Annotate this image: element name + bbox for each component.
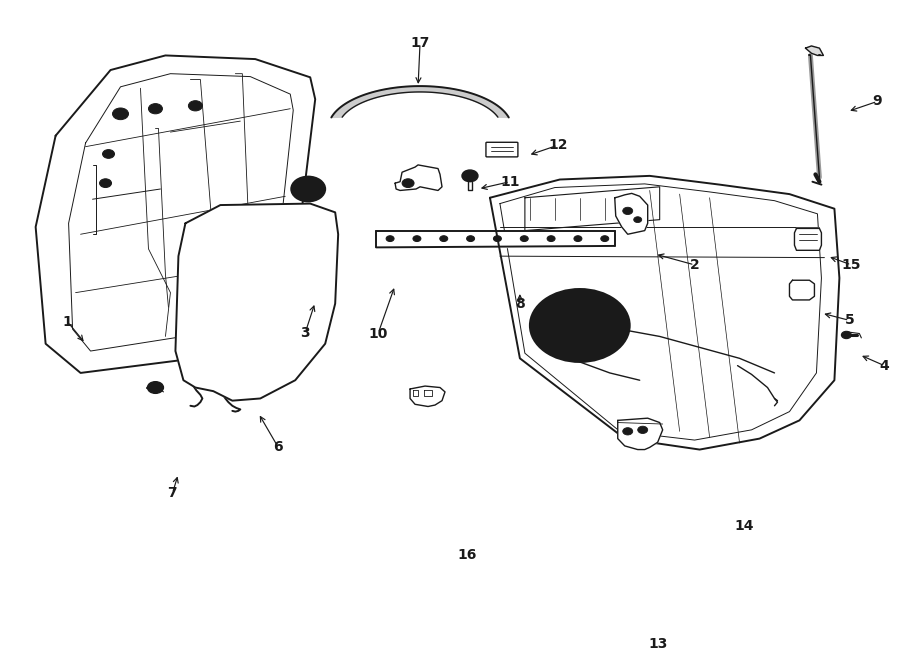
Text: 16: 16	[457, 549, 477, 563]
Circle shape	[493, 236, 501, 241]
Text: 3: 3	[301, 326, 310, 340]
Circle shape	[413, 236, 421, 241]
Circle shape	[565, 315, 595, 336]
Circle shape	[292, 176, 325, 202]
Circle shape	[623, 428, 633, 435]
Text: 4: 4	[879, 359, 889, 373]
Circle shape	[623, 208, 633, 215]
Circle shape	[148, 381, 164, 393]
Polygon shape	[789, 280, 814, 300]
Polygon shape	[795, 229, 822, 251]
Text: 10: 10	[368, 327, 388, 340]
Circle shape	[530, 289, 630, 362]
Text: 8: 8	[515, 297, 525, 311]
Circle shape	[462, 170, 478, 182]
Circle shape	[100, 178, 112, 188]
Text: 2: 2	[689, 258, 699, 272]
Circle shape	[466, 236, 474, 241]
Circle shape	[547, 236, 555, 241]
Text: 11: 11	[500, 175, 519, 188]
Circle shape	[638, 426, 648, 434]
Text: 12: 12	[548, 138, 568, 152]
Circle shape	[440, 236, 448, 241]
FancyBboxPatch shape	[486, 142, 518, 157]
Text: 5: 5	[844, 313, 854, 327]
Text: 17: 17	[410, 36, 429, 50]
Text: 9: 9	[872, 95, 882, 108]
Circle shape	[544, 300, 615, 351]
Circle shape	[574, 236, 582, 241]
Text: 15: 15	[842, 258, 861, 272]
Polygon shape	[490, 176, 840, 449]
Circle shape	[298, 182, 319, 196]
Polygon shape	[617, 418, 662, 449]
Text: 1: 1	[63, 315, 73, 329]
Circle shape	[103, 149, 114, 159]
Circle shape	[634, 217, 642, 223]
Circle shape	[402, 178, 414, 188]
Circle shape	[188, 100, 202, 111]
Polygon shape	[410, 386, 445, 407]
Circle shape	[148, 104, 162, 114]
Polygon shape	[395, 165, 442, 190]
Circle shape	[520, 236, 528, 241]
Text: 14: 14	[734, 519, 754, 533]
Text: 13: 13	[648, 637, 668, 652]
Circle shape	[601, 236, 608, 241]
Circle shape	[842, 331, 851, 338]
Polygon shape	[36, 56, 315, 373]
Polygon shape	[331, 86, 508, 118]
Circle shape	[112, 108, 129, 120]
Text: 7: 7	[167, 486, 177, 500]
Polygon shape	[615, 194, 648, 234]
Polygon shape	[176, 204, 338, 401]
Polygon shape	[806, 46, 824, 56]
Text: 6: 6	[274, 440, 284, 454]
Circle shape	[386, 236, 394, 241]
